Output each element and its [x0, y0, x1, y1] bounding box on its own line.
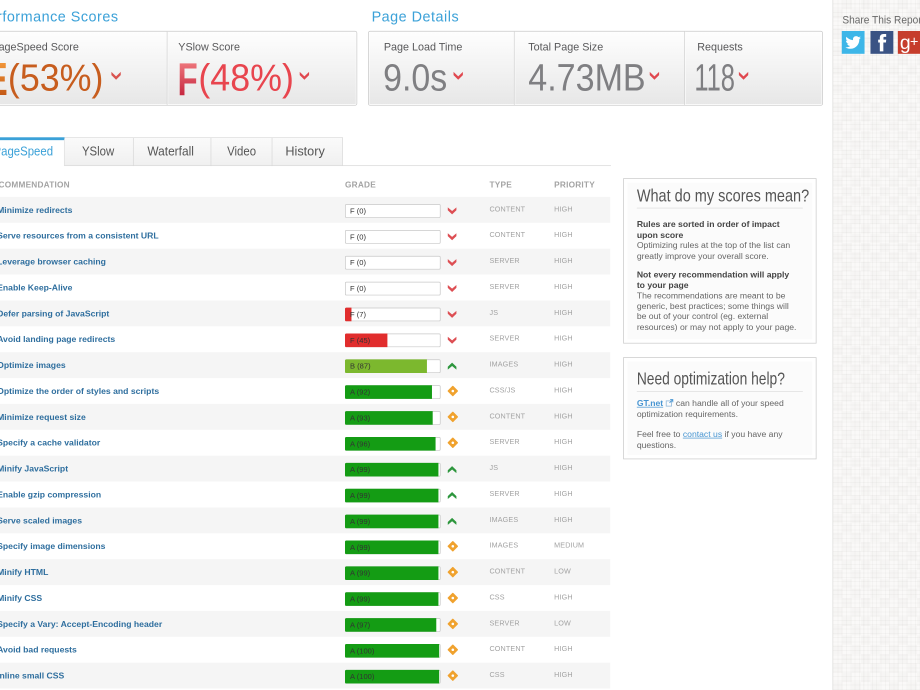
svg-text:+: + — [910, 35, 918, 51]
svg-text:g: g — [900, 32, 911, 54]
